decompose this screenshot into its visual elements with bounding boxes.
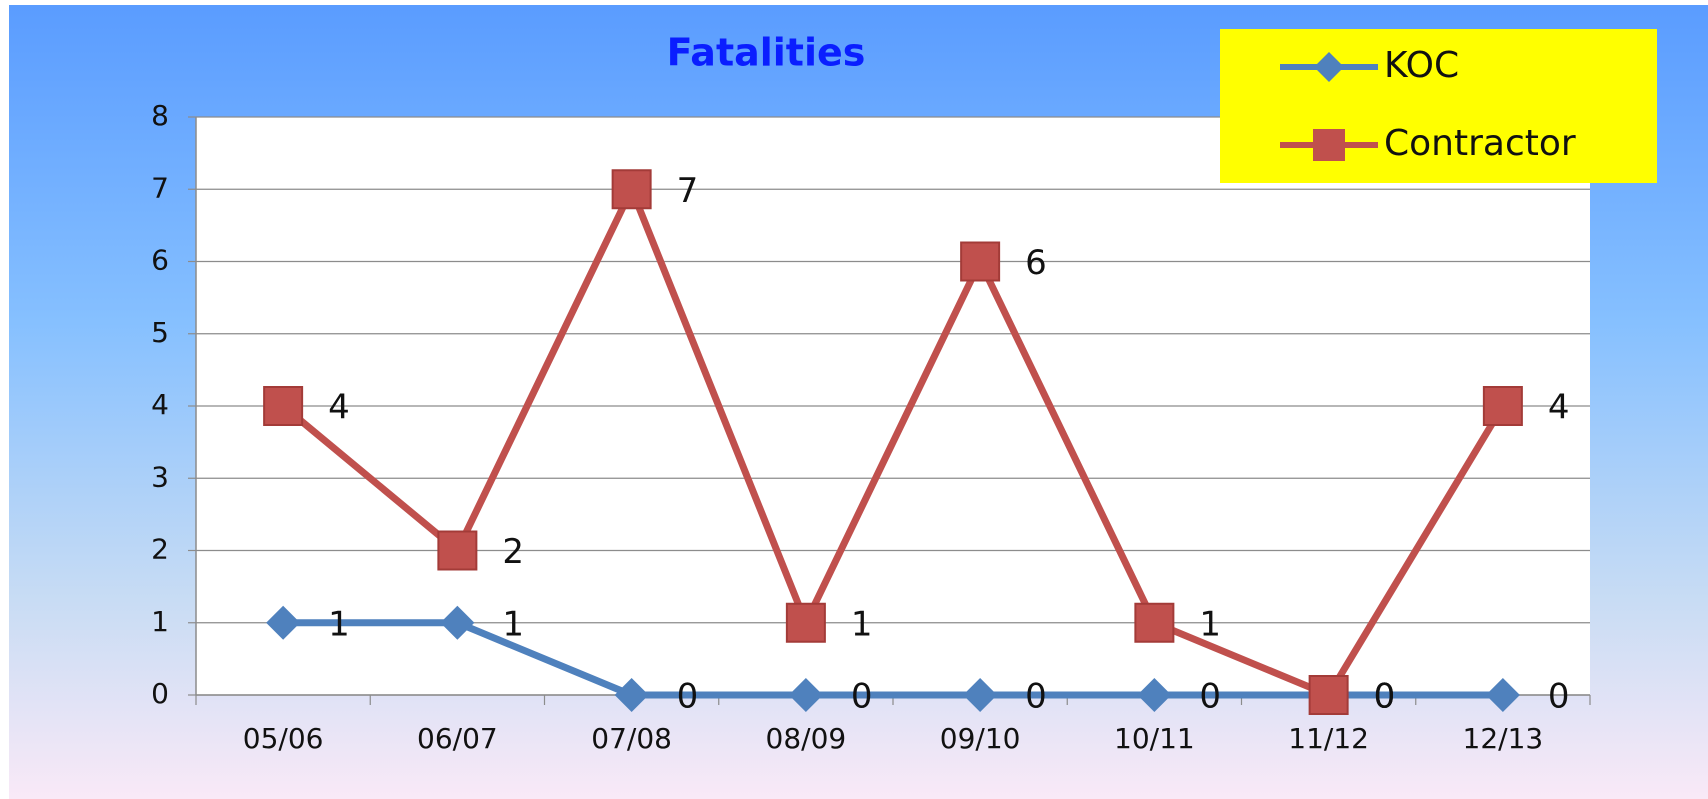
data-point <box>266 605 301 640</box>
legend-marker <box>1314 52 1344 82</box>
data-point <box>785 602 826 643</box>
data-point <box>1308 675 1349 715</box>
y-tick-label: 8 <box>151 99 169 132</box>
y-tick-label: 4 <box>151 388 169 421</box>
data-label: 0 <box>1199 677 1221 717</box>
x-tick-label: 06/07 <box>417 722 498 755</box>
y-tick-label: 5 <box>151 316 169 349</box>
x-tick-label: 08/09 <box>766 722 847 755</box>
legend: KOC Contractor <box>1220 29 1657 183</box>
data-label: 7 <box>677 171 699 211</box>
data-point <box>263 386 304 426</box>
x-tick-label: 12/13 <box>1463 722 1544 755</box>
data-label: 4 <box>328 388 350 428</box>
data-label: 6 <box>1025 243 1047 283</box>
data-label: 1 <box>502 604 524 644</box>
x-tick-label: 11/12 <box>1288 722 1369 755</box>
data-label: 2 <box>502 532 524 572</box>
data-point <box>440 605 475 640</box>
data-label: 1 <box>328 604 350 644</box>
data-label: 1 <box>851 604 873 644</box>
y-tick-label: 6 <box>151 244 169 277</box>
y-tick-label: 0 <box>151 677 169 710</box>
grid <box>196 116 1590 696</box>
x-tick-label: 05/06 <box>243 722 324 755</box>
y-tick-label: 3 <box>151 460 169 493</box>
data-point <box>788 678 823 712</box>
series-line <box>283 619 1503 699</box>
y-tick-label: 2 <box>151 533 169 566</box>
legend-label: KOC <box>1384 45 1459 86</box>
legend-label: Contractor <box>1384 123 1576 164</box>
data-label: 0 <box>677 677 699 717</box>
legend-box <box>1220 29 1657 183</box>
y-tick-label: 1 <box>151 605 169 638</box>
y-tick-label: 7 <box>151 171 169 204</box>
data-label: 0 <box>1025 677 1047 717</box>
x-tick-label: 10/11 <box>1114 722 1195 755</box>
series-line <box>280 185 1506 699</box>
data-label: 0 <box>1548 677 1570 717</box>
data-label: 4 <box>1548 388 1570 428</box>
data-point <box>1134 602 1175 643</box>
data-point <box>614 678 649 712</box>
x-tick-label: 09/10 <box>940 722 1021 755</box>
data-point <box>963 678 998 712</box>
data-point <box>1137 678 1172 712</box>
data-point <box>1485 678 1520 712</box>
data-point <box>437 530 478 571</box>
data-point <box>611 169 652 210</box>
series-lines <box>263 169 1523 715</box>
legend-marker <box>1313 129 1345 161</box>
x-tick-label: 07/08 <box>591 722 672 755</box>
data-point <box>1482 386 1523 426</box>
chart-title: Fatalities <box>667 31 866 75</box>
data-label: 0 <box>1374 677 1396 717</box>
data-label: 1 <box>1199 604 1221 644</box>
data-point <box>960 241 1001 282</box>
data-label: 0 <box>851 677 873 717</box>
data-label: 0 <box>1374 677 1396 717</box>
